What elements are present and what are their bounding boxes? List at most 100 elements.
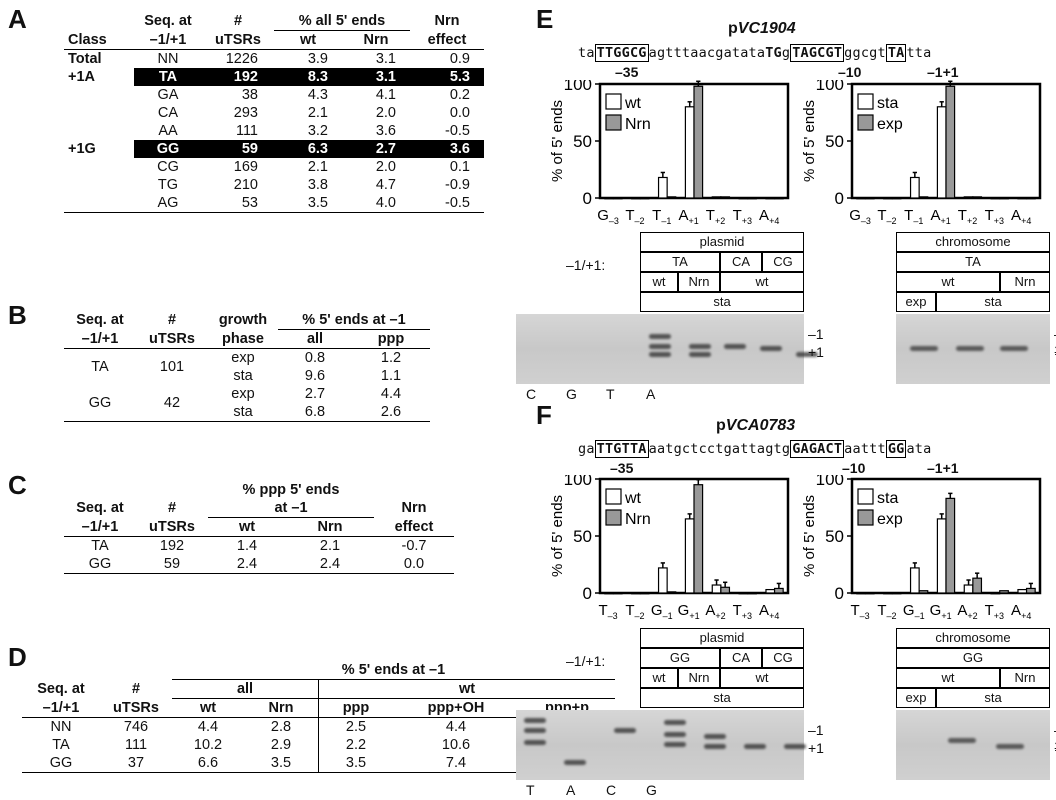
sequence-fragment: aattt <box>844 441 886 457</box>
wt-cell: 6.3 <box>274 140 342 158</box>
gel-band <box>649 334 671 339</box>
x-tick-label: A+4 <box>1011 207 1031 226</box>
bar-exp-4 <box>972 577 983 594</box>
chromosome-header: chromosome <box>896 628 1050 648</box>
header-num2: uTSRs <box>136 517 208 537</box>
ppp-cell: 2.5 <box>345 719 367 735</box>
gel-band <box>664 732 686 737</box>
x-tick-sub: +4 <box>1021 611 1031 621</box>
x-tick-sub: +4 <box>769 216 779 226</box>
header-ppp: ppp <box>318 698 393 718</box>
wt-cell: 2.1 <box>307 159 328 175</box>
table-row: AA 111 3.2 3.6 -0.5 <box>64 122 484 140</box>
x-tick-sub: +1 <box>941 611 951 621</box>
nrn-cell: 2.0 <box>375 105 396 121</box>
header-seq: Seq. at <box>76 500 124 517</box>
tss-label: –1+1 <box>927 64 959 80</box>
x-tick-sub: –3 <box>609 216 619 226</box>
x-tick-base: A <box>759 602 769 619</box>
bar-sta-6 <box>1017 197 1028 200</box>
bar-sta-0 <box>856 592 867 595</box>
table-row: TG 210 3.8 4.7 -0.9 <box>64 176 484 194</box>
n-cell: 169 <box>233 159 258 175</box>
header-pct2: at –1 <box>208 499 374 518</box>
gel-band <box>784 744 806 749</box>
header-num: # <box>131 681 141 697</box>
plasmid-gt-wt: wt <box>640 668 678 688</box>
bar-exp-6 <box>1025 197 1036 200</box>
x-tick-label: A+1 <box>930 207 950 226</box>
bar-Nrn-6 <box>773 197 784 200</box>
x-tick-label: T+3 <box>985 602 1004 621</box>
x-tick-sub: +1 <box>689 216 699 226</box>
y-tick-label: 0 <box>583 584 592 603</box>
y-tick-label: 100 <box>564 475 592 489</box>
x-tick-base: A <box>957 602 967 619</box>
n-cell: 111 <box>235 123 258 139</box>
x-tick-base: A <box>759 207 769 224</box>
n-cell: 192 <box>202 68 274 86</box>
pppoh-cell: 4.4 <box>445 719 467 735</box>
bar-wt-2 <box>657 176 668 199</box>
x-tick-label: T–1 <box>904 207 923 226</box>
x-tick-sub: +3 <box>994 216 1004 226</box>
x-tick-label: T–3 <box>850 602 869 621</box>
x-tick-base: T <box>850 602 859 619</box>
eff-cell: 0.0 <box>449 105 470 121</box>
gel-band <box>724 344 746 349</box>
plasmid-gt-wt2: wt <box>720 668 804 688</box>
x-tick-base: A <box>930 207 940 224</box>
marker-plus1: +1 <box>808 740 824 756</box>
x-tick-base: T <box>652 207 661 224</box>
bar-Nrn-2 <box>666 591 677 594</box>
x-tick-base: T <box>877 602 886 619</box>
y-axis-label: % of 5' ends <box>801 100 818 182</box>
nrn-cell: 3.5 <box>244 754 319 773</box>
x-tick-label: A+4 <box>1011 602 1031 621</box>
y-tick-label: 50 <box>573 132 592 151</box>
gel-band <box>1000 346 1028 351</box>
marker-minus1: –1 <box>808 326 824 342</box>
y-tick-label: 0 <box>835 584 844 603</box>
seq-cell: NN <box>157 51 179 67</box>
header-num: # <box>167 312 177 329</box>
gel-band <box>704 734 726 739</box>
cls-cell <box>64 176 134 194</box>
header-seq2: –1/+1 <box>22 698 100 718</box>
x-tick-sub: +4 <box>1021 216 1031 226</box>
eff-cell: 3.6 <box>410 140 484 158</box>
plasmid-seq-cg: CG <box>762 648 804 668</box>
legend-swatch <box>857 509 874 526</box>
pppoh-cell: 7.4 <box>393 754 519 773</box>
gel-band <box>956 346 984 351</box>
plasmid-seq-ta: GG <box>640 648 720 668</box>
nrn-cell: 2.0 <box>375 159 396 175</box>
nrn-cell: 4.0 <box>342 194 410 213</box>
seq-cell: CA <box>157 105 179 121</box>
wt-cell: 2.1 <box>307 105 328 121</box>
panel-c-table: % ppp 5' ends Seq. at # at –1 Nrn –1/+1 … <box>64 481 454 574</box>
boxed-motif: TTGTTA <box>594 440 649 458</box>
gel-image-chromosome <box>896 710 1050 780</box>
plasmid-seq-ta: TA <box>640 252 720 272</box>
legend-label: Nrn <box>625 511 651 528</box>
num-cell: 42 <box>136 385 208 422</box>
bar-sta-1 <box>883 592 893 595</box>
bar-exp-6 <box>1025 587 1036 594</box>
x-tick-sub: –1 <box>661 216 671 226</box>
panel-e-gel: –1/+1: plasmid TA CA CG wt Nrn wt sta chromosome T… <box>516 232 1056 402</box>
y-tick-label: 100 <box>564 80 592 94</box>
minus10-label: –10 <box>842 460 866 476</box>
plasmid-gt-wt: wt <box>640 272 678 292</box>
gel-band <box>614 728 636 733</box>
header-seq2: –1/+1 <box>64 517 136 537</box>
table-row: GA 38 4.3 4.1 0.2 <box>64 86 484 104</box>
plasmid-gt-wt2: wt <box>720 272 804 292</box>
legend-label: sta <box>877 490 898 507</box>
wt-cell: 8.3 <box>274 68 342 86</box>
plasmid-seq-cg: CG <box>762 252 804 272</box>
x-tick-label: T–3 <box>598 602 617 621</box>
x-tick-base: T <box>625 602 634 619</box>
eff-cell: 5.3 <box>410 68 484 86</box>
sequence-fragment: ggcgt <box>844 45 886 61</box>
